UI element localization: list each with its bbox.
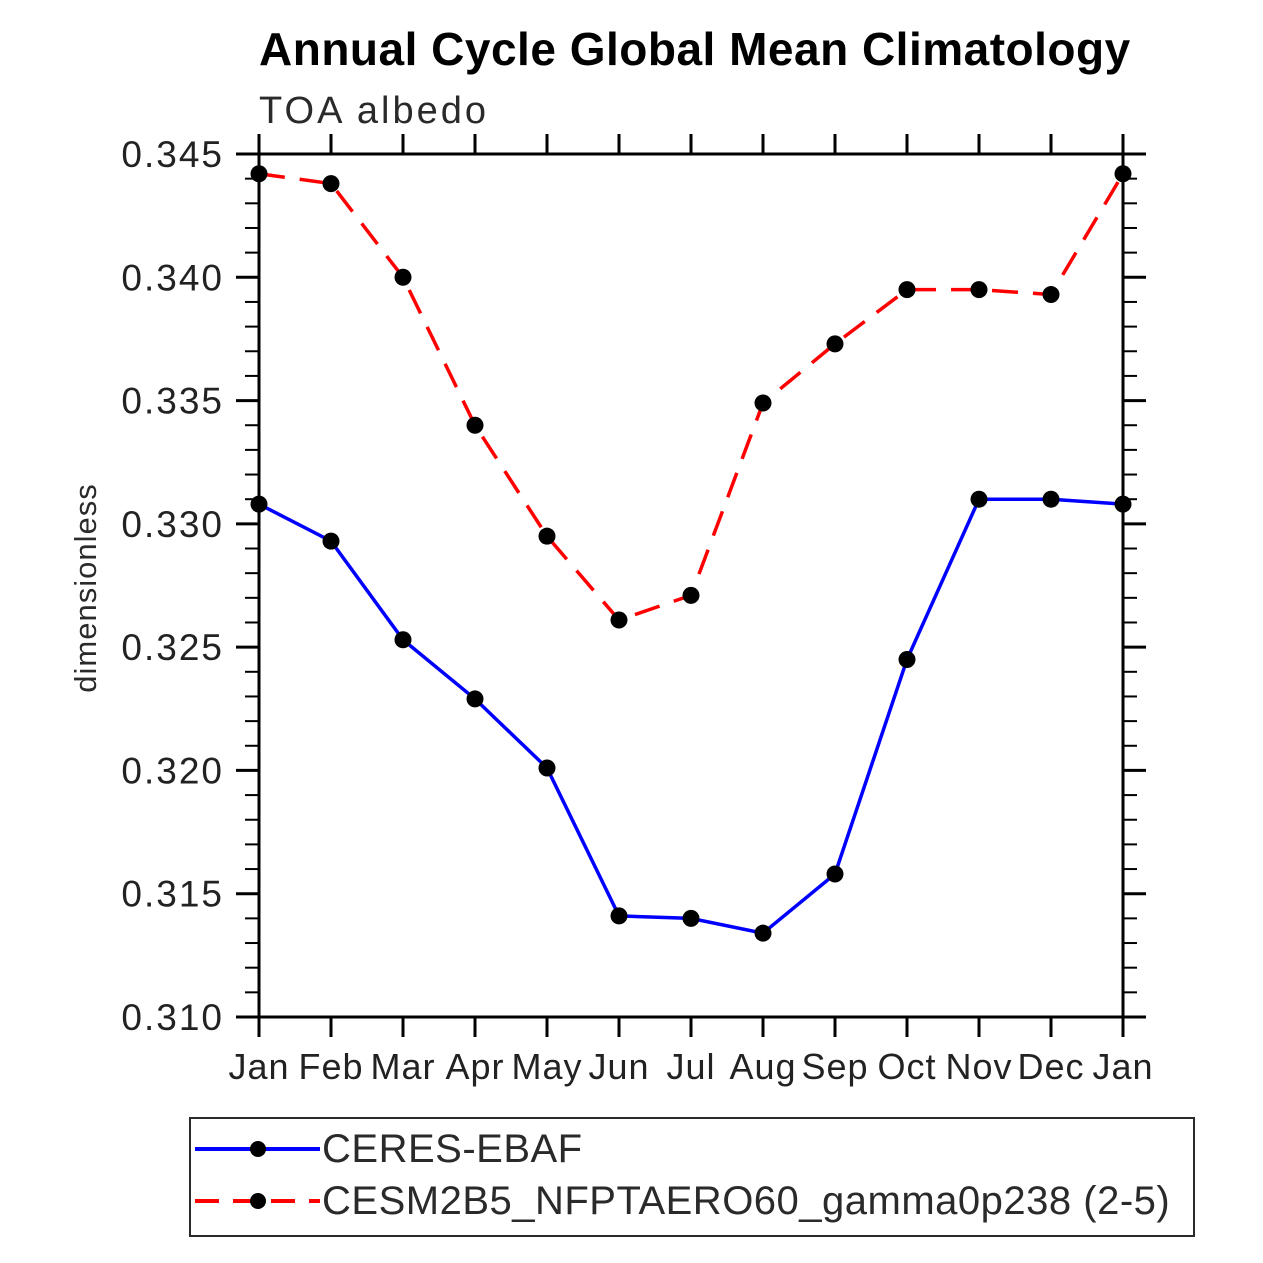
- legend-item-cesm2b5: CESM2B5_NFPTAERO60_gamma0p238 (2-5): [191, 1175, 1193, 1227]
- y-tick-label: 0.335: [121, 381, 224, 422]
- x-tick-label: Feb: [298, 1046, 363, 1087]
- data-point: [610, 611, 628, 629]
- x-tick-label: Dec: [1017, 1046, 1084, 1087]
- x-axis-ticks: [257, 134, 1125, 1037]
- chart-subtitle: TOA albedo: [259, 90, 490, 132]
- x-tick-label: Jan: [1092, 1046, 1153, 1087]
- data-point: [466, 416, 484, 434]
- legend-label: CESM2B5_NFPTAERO60_gamma0p238 (2-5): [322, 1178, 1171, 1223]
- x-tick-label: Mar: [371, 1046, 436, 1087]
- x-tick-label: Nov: [945, 1046, 1012, 1087]
- x-tick-label: Aug: [729, 1046, 796, 1087]
- data-point: [754, 394, 772, 412]
- legend-label: CERES-EBAF: [322, 1126, 583, 1171]
- data-point: [970, 490, 988, 508]
- data-point: [250, 165, 268, 183]
- data-point: [1114, 495, 1132, 513]
- data-point: [970, 281, 988, 299]
- legend-marker-dot-icon: [249, 1193, 266, 1209]
- y-tick-label: 0.325: [121, 627, 224, 668]
- data-point: [826, 335, 844, 353]
- data-point: [898, 281, 916, 299]
- plot-frame: [257, 152, 1125, 1019]
- y-tick-label: 0.345: [121, 134, 224, 175]
- y-tick-label: 0.310: [121, 997, 224, 1038]
- y-tick-label: 0.340: [121, 257, 224, 298]
- legend-marker-dot-icon: [249, 1141, 266, 1157]
- series-cesm2b5-nfptaero60-gamma0p238-2-5-: [250, 165, 1132, 629]
- data-point: [322, 175, 340, 193]
- y-axis-ticks: [236, 152, 1146, 1019]
- data-point: [1114, 165, 1132, 183]
- data-point: [1042, 490, 1060, 508]
- x-tick-label: Sep: [801, 1046, 868, 1087]
- x-tick-label: Jun: [588, 1046, 649, 1087]
- y-axis-tick-labels: 0.310 0.315 0.320 0.325 0.330 0.335 0.340 0.345: [121, 134, 224, 1038]
- legend-sample-dashed-red: [195, 1191, 320, 1211]
- y-tick-label: 0.320: [121, 750, 224, 791]
- y-tick-label: 0.315: [121, 874, 224, 915]
- data-point: [538, 759, 556, 777]
- x-tick-label: Oct: [877, 1046, 936, 1087]
- data-point: [682, 909, 700, 927]
- data-point: [466, 690, 484, 708]
- x-tick-label: Jul: [666, 1046, 715, 1087]
- legend: CERES-EBAF CESM2B5_NFPTAERO60_gamma0p238…: [189, 1117, 1195, 1237]
- y-tick-label: 0.330: [121, 504, 224, 545]
- data-point: [682, 586, 700, 604]
- data-point: [898, 650, 916, 668]
- data-point: [826, 865, 844, 883]
- data-point: [250, 495, 268, 513]
- data-point: [1042, 286, 1060, 304]
- data-point: [610, 907, 628, 925]
- data-point: [394, 631, 412, 649]
- series-ceres-ebaf: [250, 490, 1132, 942]
- x-tick-label: Apr: [445, 1046, 504, 1087]
- data-point: [538, 527, 556, 545]
- chart-title: Annual Cycle Global Mean Climatology: [259, 23, 1131, 75]
- data-point: [754, 924, 772, 942]
- x-tick-label: May: [511, 1046, 582, 1087]
- x-axis-tick-labels: Jan Feb Mar Apr May Jun Jul Aug Sep Oct Nov Dec Jan: [228, 1046, 1153, 1087]
- legend-sample-solid-blue: [195, 1139, 320, 1159]
- x-tick-label: Jan: [228, 1046, 289, 1087]
- data-point: [322, 532, 340, 550]
- legend-item-ceres-ebaf: CERES-EBAF: [191, 1123, 1193, 1175]
- data-point: [394, 268, 412, 286]
